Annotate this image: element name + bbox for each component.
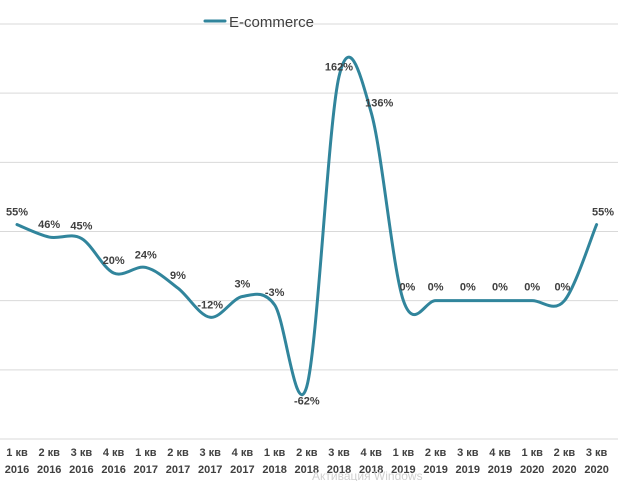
data-label: 0%	[524, 282, 540, 294]
data-label: -62%	[294, 395, 320, 407]
data-label: 0%	[428, 282, 444, 294]
data-label: 9%	[170, 270, 186, 282]
x-tick-label: 2 кв 2020	[552, 447, 576, 476]
data-label: 45%	[70, 220, 92, 232]
data-label: -3%	[265, 287, 285, 299]
x-axis-tick-labels: 1 кв 2016 2 кв 2016 3 кв 2016 4 кв 2016 1 кв 2017…	[5, 447, 609, 476]
x-tick-label: 4 кв 2016	[101, 447, 125, 476]
data-label: 136%	[365, 98, 393, 110]
x-tick-label: 4 кв 2018	[359, 447, 383, 476]
x-tick-label: 1 кв 2020	[520, 447, 544, 476]
x-tick-label: 3 кв 2019	[456, 447, 480, 476]
data-label: -12%	[197, 299, 223, 311]
x-tick-label: 1 кв 2016	[5, 447, 29, 476]
x-tick-label: 4 кв 2019	[488, 447, 512, 476]
x-tick-label: 3 кв 2018	[327, 447, 351, 476]
data-label: 55%	[592, 207, 614, 219]
data-label: 46%	[38, 219, 60, 231]
series-line-e-commerce	[15, 55, 599, 397]
x-tick-label: 3 кв 2020	[584, 447, 608, 476]
data-label: 20%	[103, 255, 125, 267]
x-tick-label: 1 кв 2018	[262, 447, 286, 476]
data-label: 0%	[492, 282, 508, 294]
data-label: 3%	[234, 279, 250, 291]
data-label: 0%	[554, 282, 570, 294]
x-tick-label: 1 кв 2017	[134, 447, 158, 476]
x-tick-label: 2 кв 2016	[37, 447, 61, 476]
x-tick-label: 2 кв 2019	[423, 447, 447, 476]
gridlines	[0, 23, 618, 440]
x-tick-label: 3 кв 2017	[198, 447, 222, 476]
data-labels: 55% 46% 45% 20% 24% 9% -12% 3% -3% -62% 162% 136% 0%…	[6, 62, 614, 408]
data-label: 0%	[460, 282, 476, 294]
x-tick-label: 1 кв 2019	[391, 447, 415, 476]
x-tick-label: 3 кв 2016	[69, 447, 93, 476]
data-label: 0%	[399, 282, 415, 294]
data-label: 24%	[135, 249, 157, 261]
x-tick-label: 4 кв 2017	[230, 447, 254, 476]
legend-label-e-commerce: E-commerce	[229, 14, 314, 31]
x-tick-label: 2 кв 2017	[166, 447, 190, 476]
data-label: 162%	[325, 62, 353, 74]
x-tick-label: 2 кв 2018	[295, 447, 319, 476]
watermark-text: Активация Windows	[312, 469, 423, 481]
data-label: 55%	[6, 207, 28, 219]
legend: E-commerce	[203, 14, 314, 31]
